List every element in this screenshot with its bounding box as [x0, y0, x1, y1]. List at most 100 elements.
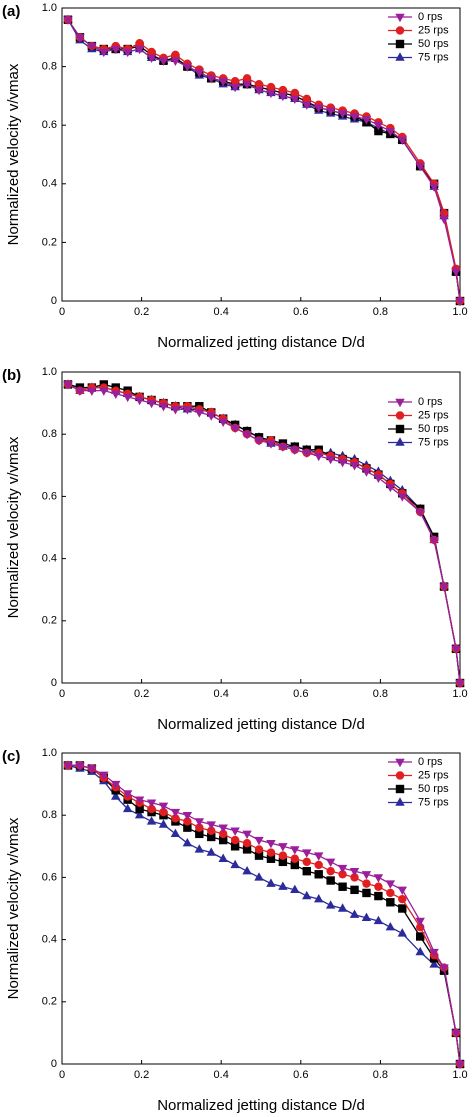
marker [147, 47, 156, 57]
marker [455, 1060, 465, 1070]
series-line [67, 19, 461, 302]
marker [290, 854, 300, 863]
marker [195, 829, 204, 839]
panel: 0 0.2 0.4 0.6 0.8 1.0 0 0.2 0.4 0.6 0.8 1.0 (b) Norma… [2, 366, 468, 733]
marker [415, 917, 425, 927]
y-tick-label: 1.0 [42, 366, 57, 378]
marker [195, 823, 204, 832]
marker [278, 857, 288, 867]
marker [395, 758, 405, 768]
marker [134, 796, 145, 805]
y-tick-label: 0.4 [42, 553, 57, 565]
legend-label: 25 rps [418, 24, 449, 36]
marker [395, 771, 405, 780]
marker [398, 904, 407, 913]
marker [385, 127, 396, 137]
marker [386, 898, 395, 907]
marker [194, 844, 205, 853]
marker [122, 48, 133, 58]
marker [170, 808, 181, 818]
marker [218, 853, 228, 862]
marker [207, 832, 216, 842]
marker [194, 69, 205, 78]
marker [326, 876, 335, 885]
marker [230, 83, 240, 93]
marker [230, 859, 240, 869]
marker [99, 48, 109, 58]
y-tick-label: 0.8 [42, 428, 57, 440]
marker [242, 865, 252, 875]
y-axis-label: Normalized velocity v/vmax [5, 436, 22, 618]
marker [439, 583, 449, 592]
marker [325, 107, 336, 116]
marker [182, 406, 193, 415]
marker [416, 932, 425, 941]
marker [397, 493, 407, 502]
panel-label: (a) [2, 3, 20, 20]
marker [361, 116, 372, 125]
legend-label: 75 rps [418, 796, 449, 808]
marker [415, 508, 425, 518]
marker [385, 483, 396, 493]
marker [395, 39, 405, 49]
plot-frame [61, 752, 461, 1065]
panel: 0 0.2 0.4 0.6 0.8 1.0 0 0.2 0.4 0.6 0.8 1.0 (a) Norma… [2, 2, 468, 351]
marker [278, 85, 288, 95]
legend-label: 75 rps [418, 436, 449, 448]
marker [206, 75, 216, 84]
marker [415, 946, 425, 956]
marker [242, 845, 252, 854]
x-tick-label: 1.0 [452, 306, 467, 318]
marker [171, 50, 180, 60]
series-line [67, 19, 461, 302]
panel: 0 0.2 0.4 0.6 0.8 1.0 0 0.2 0.4 0.6 0.8 1.0 (c) Norma… [2, 747, 468, 1114]
x-axis-label: Normalized jetting distance D/d [157, 716, 365, 733]
marker [254, 79, 264, 89]
marker [254, 851, 264, 860]
marker [455, 297, 465, 307]
marker [254, 836, 264, 846]
marker [266, 89, 276, 99]
marker [63, 762, 73, 771]
y-tick-label: 0 [51, 295, 57, 307]
y-tick-label: 0 [51, 1058, 57, 1070]
marker [218, 824, 228, 833]
marker [395, 411, 405, 420]
marker [147, 804, 156, 814]
y-tick-label: 0.8 [42, 61, 57, 73]
marker [218, 835, 228, 845]
marker [254, 437, 264, 446]
y-tick-label: 0.6 [42, 871, 57, 883]
marker [135, 38, 144, 48]
y-tick-label: 0.2 [42, 996, 57, 1008]
marker [242, 74, 252, 83]
marker [290, 88, 300, 98]
marker [266, 854, 276, 863]
marker [395, 784, 405, 794]
y-axis-label: Normalized velocity v/vmax [5, 817, 22, 999]
marker [254, 872, 264, 881]
marker [385, 880, 396, 889]
marker [349, 909, 360, 918]
x-tick-label: 0 [59, 688, 65, 700]
marker [230, 842, 240, 851]
x-tick-label: 0.6 [293, 306, 308, 318]
marker [290, 884, 300, 894]
marker [302, 94, 311, 104]
x-tick-label: 0.4 [214, 306, 229, 318]
marker [158, 57, 169, 66]
marker [111, 390, 121, 399]
marker [361, 912, 372, 922]
marker [170, 406, 181, 415]
legend-label: 50 rps [418, 783, 449, 795]
marker [325, 455, 336, 465]
x-tick-label: 0.4 [214, 688, 229, 700]
marker [206, 821, 216, 830]
marker [302, 849, 312, 858]
marker [451, 645, 461, 654]
marker [302, 890, 312, 900]
legend-label: 0 rps [418, 396, 443, 408]
marker [194, 409, 205, 418]
marker [146, 399, 157, 409]
